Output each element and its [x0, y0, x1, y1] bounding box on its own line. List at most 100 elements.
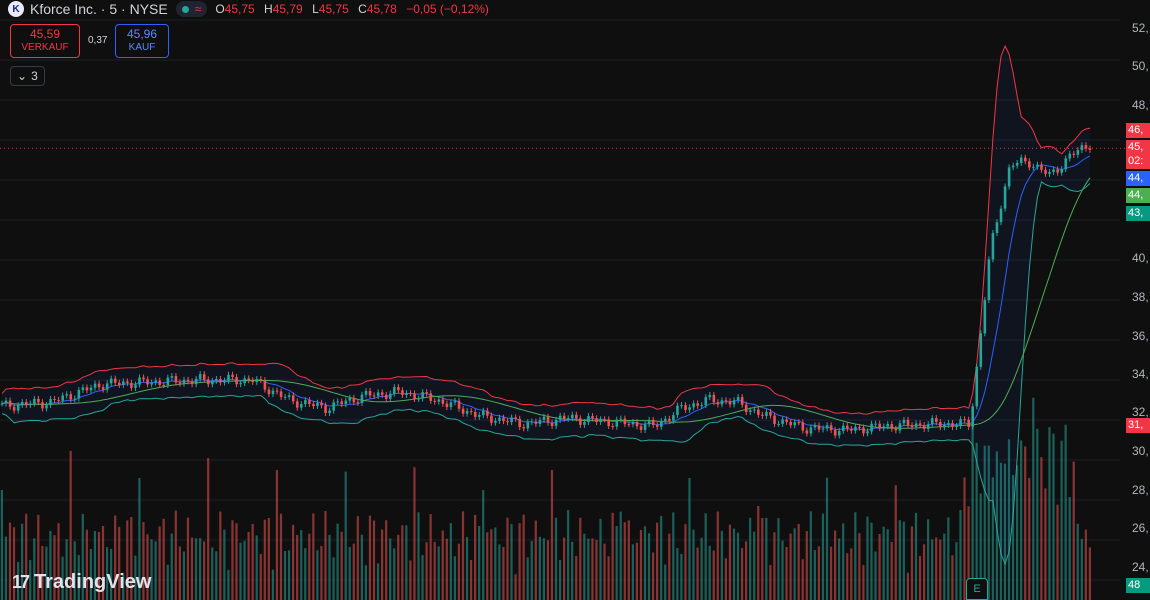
- volume-bar: [4, 536, 8, 600]
- tradingview-logo[interactable]: 17 TradingView: [12, 571, 151, 594]
- change-value: −0,05 (−0,12%): [406, 2, 489, 16]
- volume-bar: [567, 510, 570, 600]
- volume-bar: [166, 564, 169, 600]
- volume-bar: [1080, 538, 1083, 600]
- candle: [874, 423, 877, 425]
- indicator-count: 3: [31, 69, 38, 83]
- volume-bar: [708, 545, 711, 600]
- volume-bar: [482, 490, 485, 600]
- volume-bar: [332, 557, 335, 600]
- candle: [1088, 148, 1092, 150]
- candle: [918, 423, 922, 426]
- candle: [312, 403, 315, 406]
- volume-bar: [595, 540, 598, 600]
- price-axis[interactable]: 52, 50, 48, 40, 38, 36, 34, 32, 30, 28, 26, 24,: [1120, 0, 1150, 600]
- volume-bar: [97, 532, 101, 600]
- candle: [380, 392, 384, 395]
- candle: [154, 380, 157, 383]
- volume-bar: [963, 477, 966, 600]
- candle: [579, 418, 582, 425]
- candle: [850, 428, 853, 431]
- volume-bar: [878, 533, 881, 600]
- band-fill: [2, 46, 1090, 564]
- candle: [991, 233, 995, 260]
- candle: [490, 415, 493, 423]
- candle: [178, 382, 182, 384]
- candle: [279, 391, 283, 397]
- earnings-marker-icon[interactable]: E: [966, 578, 988, 600]
- volume-bar: [1052, 433, 1055, 600]
- volume-bar: [308, 533, 311, 600]
- symbol-title[interactable]: Kforce Inc. · 5 · NYSE: [30, 1, 168, 17]
- candle: [1056, 169, 1059, 173]
- volume-bar: [987, 445, 990, 600]
- volume-bar: [1060, 440, 1063, 600]
- volume-bar: [154, 541, 157, 600]
- company-logo-icon: K: [8, 1, 24, 17]
- candle: [142, 377, 145, 380]
- volume-bar: [635, 542, 639, 600]
- volume-bar: [914, 512, 918, 600]
- volume-bar: [647, 533, 651, 600]
- volume-bar: [939, 539, 942, 600]
- tradingview-mark-icon: 17: [12, 572, 30, 592]
- candle: [963, 419, 966, 421]
- volume-bar: [757, 506, 760, 600]
- volume-bar: [170, 533, 173, 600]
- volume-bar: [777, 518, 780, 600]
- volume-bar: [1040, 457, 1043, 600]
- sell-price: 45,59: [29, 27, 61, 41]
- candle: [304, 400, 307, 405]
- volume-bar: [1044, 488, 1047, 600]
- candle: [1076, 150, 1080, 155]
- candle: [461, 408, 465, 414]
- candle: [340, 401, 344, 405]
- volume-bar: [773, 532, 776, 600]
- candle: [8, 400, 12, 407]
- volume-bar: [372, 520, 376, 600]
- volume-bar: [947, 517, 950, 600]
- volume-bar: [789, 533, 792, 600]
- volume-bar: [664, 564, 667, 600]
- volume-bar: [1056, 504, 1059, 600]
- candle: [1044, 169, 1047, 174]
- volume-bar: [150, 539, 153, 600]
- sell-label: VERKAUF: [21, 42, 69, 53]
- candle: [526, 422, 530, 429]
- volume-bar: [902, 521, 905, 600]
- volume-bar: [174, 510, 177, 600]
- candle: [413, 393, 416, 400]
- volume-bar: [356, 516, 359, 600]
- candle: [473, 411, 477, 417]
- indicators-collapse-button[interactable]: ⌄ 3: [10, 66, 45, 86]
- volume-bar: [793, 528, 796, 600]
- candle: [793, 422, 797, 426]
- volume-bar: [219, 511, 222, 600]
- volume-bar: [429, 514, 432, 600]
- candle: [397, 387, 400, 391]
- candle: [951, 423, 954, 428]
- buy-button[interactable]: 45,96 KAUF: [115, 24, 169, 58]
- candle: [109, 378, 113, 384]
- candle: [534, 421, 538, 424]
- candle: [554, 419, 558, 426]
- candle: [45, 405, 48, 409]
- volume-bar: [712, 550, 715, 600]
- candle: [150, 382, 153, 385]
- volume-bar: [1024, 446, 1027, 600]
- candle: [368, 390, 372, 396]
- candle: [328, 410, 331, 414]
- candle: [914, 423, 918, 428]
- volume-bar: [490, 529, 493, 600]
- candle: [457, 400, 461, 409]
- brand-name: TradingView: [34, 571, 152, 593]
- volume-bar: [668, 533, 671, 600]
- market-status-pill[interactable]: ≈: [175, 1, 208, 17]
- candle: [801, 422, 805, 431]
- candle: [401, 390, 404, 395]
- sell-button[interactable]: 45,59 VERKAUF: [10, 24, 80, 58]
- volume-bar: [486, 532, 489, 600]
- candle: [898, 423, 902, 431]
- volume-bar: [267, 518, 270, 600]
